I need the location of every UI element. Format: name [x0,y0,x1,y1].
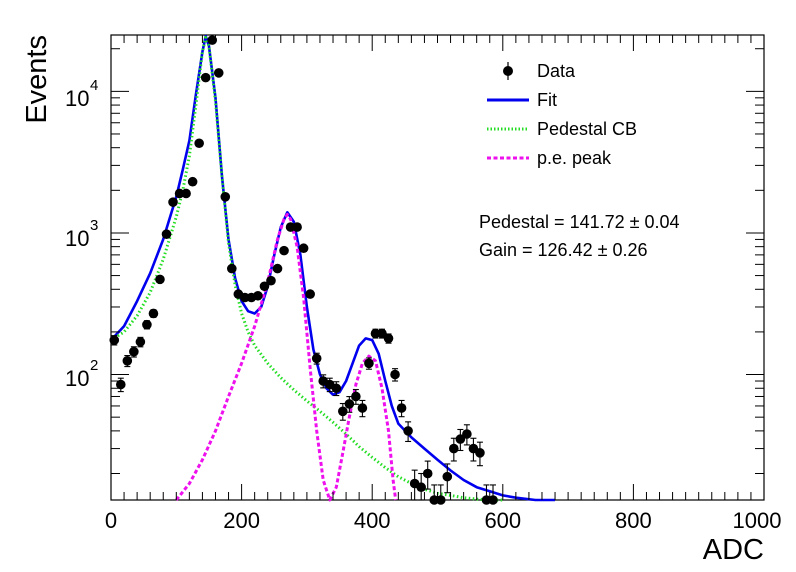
data-point [161,229,172,239]
legend-label-fit: Fit [537,90,557,110]
data-point [279,245,289,256]
y-tick-label-exponent: 2 [90,357,98,374]
legend-entry-pedestal-cb: Pedestal CB [487,119,637,139]
pedestal-cb-curve [110,36,503,502]
data-point [194,138,204,149]
data-point [475,441,485,467]
data-point [403,421,413,443]
data-points [109,35,498,505]
x-tick-label-0: 0 [105,508,117,533]
legend-entry-pe-peak: p.e. peak [487,148,612,168]
data-point [207,35,218,45]
x-tick-label-200: 200 [223,508,260,533]
fit-curves [110,34,555,502]
y-axis-ticks [111,48,764,475]
x-tick-label-1000: 1000 [733,508,782,533]
y-tick-label-exponent: 3 [90,217,98,234]
data-point [292,222,302,232]
data-point [338,402,348,421]
data-point [272,263,283,274]
y-tick-label-100: 10 2 [65,357,98,391]
data-point [390,368,400,382]
data-point [220,191,231,202]
y-tick-label-10000: 10 4 [65,77,98,111]
data-point [135,336,146,348]
y-axis-title: Events [21,35,53,124]
data-point [311,352,322,365]
data-point [259,281,270,292]
x-tick-label-800: 800 [615,508,652,533]
x-tick-label-600: 600 [484,508,521,533]
data-point [357,399,368,418]
legend-entry-data: Data [503,61,576,81]
data-point [298,243,309,254]
data-point [200,72,211,83]
x-axis-title: ADC [703,534,764,566]
data-point [455,428,466,452]
y-tick-label-exponent: 4 [90,77,98,94]
data-point [462,424,472,446]
x-tick-labels: 0 200 400 600 800 1000 [105,508,782,533]
y-tick-label-base: 10 [65,226,89,251]
data-point [129,346,139,358]
legend-entry-fit: Fit [487,90,557,110]
data-point [449,437,459,462]
data-point [109,335,120,346]
data-point [227,263,237,274]
data-point [364,357,374,370]
data-point [383,333,394,344]
data-point [442,463,453,494]
x-axis-ticks [110,35,765,500]
data-point [213,68,224,78]
fit-curve [110,34,555,502]
data-point [148,308,159,319]
y-tick-label-base: 10 [65,366,89,391]
data-point [305,289,315,299]
data-point [488,484,498,505]
data-point [115,377,126,393]
x-tick-label-400: 400 [354,508,391,533]
plot-frame [110,34,765,501]
y-tick-label-1000: 10 3 [65,217,98,251]
data-point [142,319,152,330]
y-tick-label-base: 10 [65,86,89,111]
data-point [422,460,433,490]
data-point [416,472,426,501]
legend: Data Fit Pedestal CB p.e. peak [487,61,637,168]
data-point [344,396,355,413]
data-point [168,197,178,207]
legend-label-data: Data [537,61,576,81]
data-point [122,354,133,368]
data-point [155,274,165,285]
data-point [351,388,361,405]
data-point [253,290,263,301]
gain-value-label: Gain = 126.42 ± 0.26 [479,240,648,260]
data-point [266,275,276,286]
p-e-peak-curve [175,213,398,502]
data-point [181,188,191,199]
legend-label-pe-peak: p.e. peak [537,148,612,168]
data-point [396,399,407,418]
legend-label-pedestal-cb: Pedestal CB [537,119,637,139]
pedestal-value-label: Pedestal = 141.72 ± 0.04 [479,212,680,232]
data-point [187,176,198,187]
legend-data-marker [503,66,513,76]
data-point [435,484,446,505]
y-tick-labels: 10 2 10 3 10 4 [65,77,98,391]
data-point [331,381,342,397]
